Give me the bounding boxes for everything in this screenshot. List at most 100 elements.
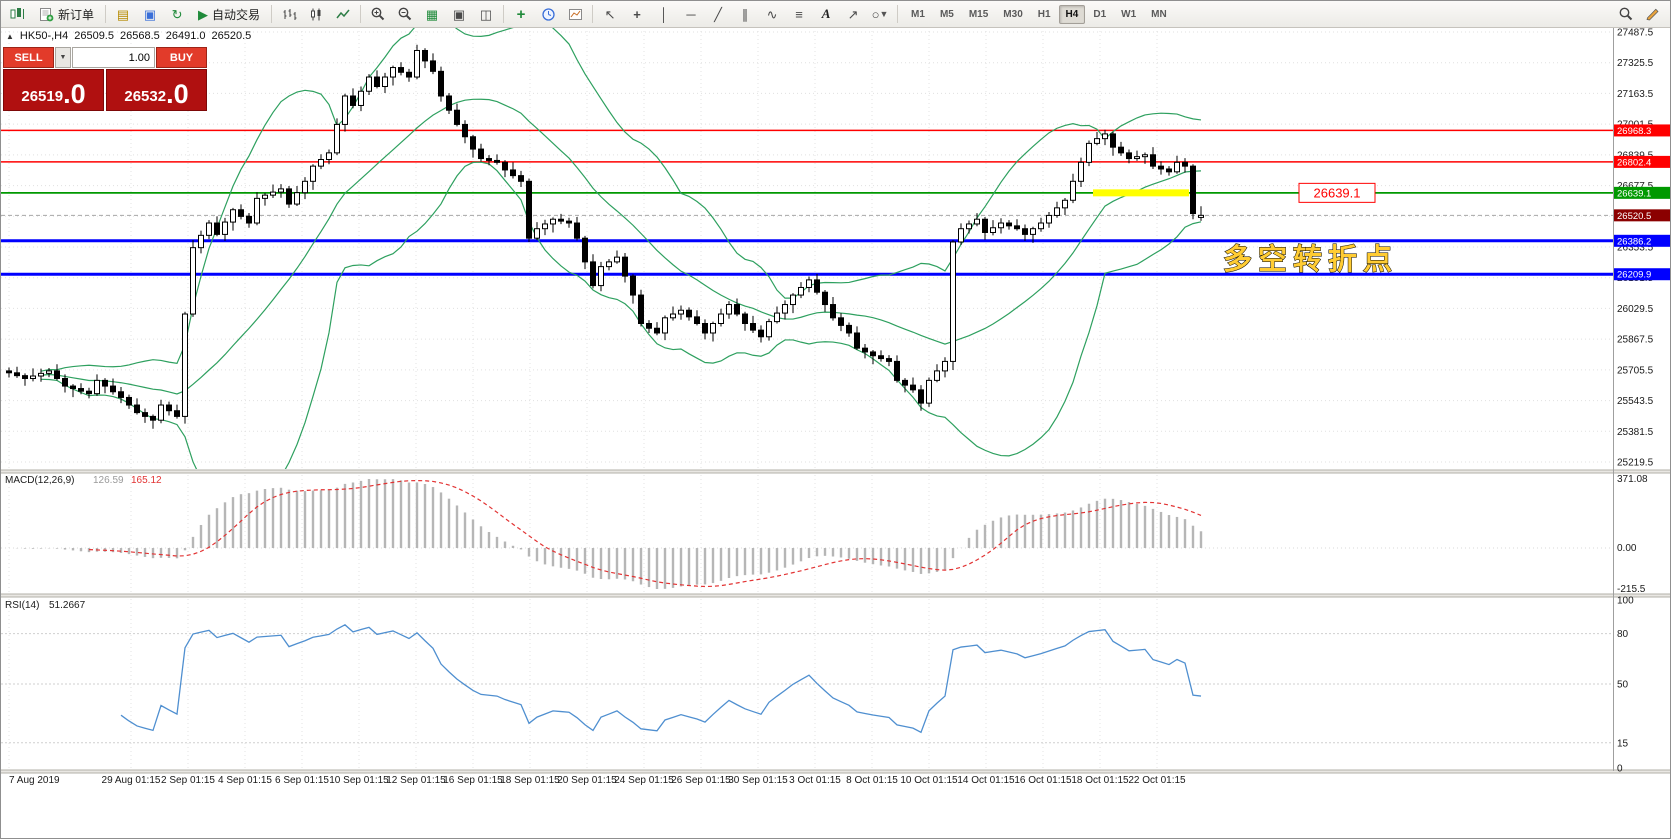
svg-text:22 Oct 01:15: 22 Oct 01:15 xyxy=(1128,775,1186,786)
horizontal-line-icon[interactable]: ─ xyxy=(686,6,696,22)
search-icon[interactable] xyxy=(1613,3,1639,25)
volume-input[interactable] xyxy=(72,47,155,68)
pivot-price-callout[interactable] xyxy=(1298,182,1376,203)
sell-button[interactable]: SELL xyxy=(3,47,54,68)
bid-price-label xyxy=(1614,209,1670,222)
timeframe-m5[interactable]: M5 xyxy=(939,8,954,20)
svg-text:165.12: 165.12 xyxy=(131,475,162,486)
svg-text:-215.5: -215.5 xyxy=(1617,584,1646,595)
svg-text:27487.5: 27487.5 xyxy=(1617,28,1654,39)
indicators-icon[interactable]: + xyxy=(516,5,526,23)
line-chart-icon[interactable] xyxy=(330,3,356,25)
zoom-in-icon[interactable] xyxy=(365,3,391,25)
volume-dropdown-button[interactable]: ▼ xyxy=(55,47,71,68)
sell-price-frac: .0 xyxy=(63,79,86,109)
shapes-icon[interactable]: ○ ▼ xyxy=(867,3,893,25)
candlestick-chart-icon[interactable] xyxy=(303,3,329,25)
periods-icon[interactable] xyxy=(535,3,561,25)
sell-price-main: 26519 xyxy=(21,88,64,105)
text-tool-icon[interactable]: A xyxy=(821,6,831,21)
toolbar-separator xyxy=(105,5,107,23)
arrow-label-icon[interactable]: ↗ xyxy=(847,6,859,22)
templates-icon[interactable] xyxy=(562,3,588,25)
svg-text:RSI(14): RSI(14) xyxy=(5,600,39,611)
highlight-segment[interactable] xyxy=(1093,189,1189,197)
chevron-down-icon: ▼ xyxy=(879,9,889,19)
svg-text:26386.2: 26386.2 xyxy=(1617,236,1651,247)
template-glyph xyxy=(568,8,582,20)
timeframe-mn[interactable]: MN xyxy=(1151,8,1167,20)
chart-window-icon[interactable] xyxy=(5,3,31,25)
svg-text:371.08: 371.08 xyxy=(1617,474,1648,485)
svg-text:80: 80 xyxy=(1617,629,1629,640)
crosshair-icon[interactable]: + xyxy=(633,6,641,22)
timeframe-d1[interactable]: D1 xyxy=(1093,8,1107,20)
timeframe-m15[interactable]: M15 xyxy=(968,8,989,20)
svg-text:4 Sep 01:15: 4 Sep 01:15 xyxy=(218,775,272,786)
fibonacci-icon[interactable]: ≡ xyxy=(795,6,803,22)
timeframe-w1[interactable]: W1 xyxy=(1121,8,1137,20)
one-click-trading-panel: SELL ▼ BUY 26519.0 26532.0 xyxy=(3,47,207,111)
svg-text:25705.5: 25705.5 xyxy=(1617,365,1654,376)
time-axis[interactable]: 7 Aug 2019 29 Aug 01:15 2 Sep 01:15 4 Sep 0… xyxy=(9,775,1186,786)
symbol-period-label: HK50-,H4 xyxy=(19,30,69,42)
toolbar: 新订单 ▤ ▣ ↻ ▶ 自动交易 xyxy=(1,1,1670,28)
macd-signal-line xyxy=(88,479,1202,588)
svg-text:26639.1: 26639.1 xyxy=(1314,185,1361,200)
shape-ellipse-icon: ○ xyxy=(871,6,880,22)
cascade-windows-icon[interactable]: ▣ xyxy=(452,6,466,22)
chart-ohlc-header: ▲ HK50-,H4 26509.5 26568.5 26491.0 26520… xyxy=(6,30,251,42)
svg-text:25543.5: 25543.5 xyxy=(1617,396,1654,407)
rsi-line xyxy=(120,624,1202,734)
channel-icon[interactable]: ∥ xyxy=(741,6,749,22)
svg-text:26968.3: 26968.3 xyxy=(1617,126,1651,137)
new-chart-icon[interactable]: ▤ xyxy=(116,6,130,22)
candles-layer xyxy=(6,44,1204,429)
toolbar-separator xyxy=(897,5,899,23)
svg-text:10 Sep 01:15: 10 Sep 01:15 xyxy=(329,775,389,786)
bar-chart-glyph xyxy=(283,8,297,20)
svg-text:30 Sep 01:15: 30 Sep 01:15 xyxy=(728,775,788,786)
autotrading-button[interactable]: ▶ 自动交易 xyxy=(191,4,267,24)
buy-button[interactable]: BUY xyxy=(156,47,207,68)
line-chart-glyph xyxy=(335,9,350,18)
trendline-icon[interactable]: ╱ xyxy=(714,6,722,22)
timeframe-h4[interactable]: H4 xyxy=(1058,4,1086,24)
vertical-line-icon[interactable]: │ xyxy=(659,6,669,22)
timeframe-m30[interactable]: M30 xyxy=(1003,8,1023,20)
autotrading-label: 自动交易 xyxy=(212,7,261,22)
svg-text:26353.5: 26353.5 xyxy=(1617,243,1654,254)
sell-quote-button[interactable]: 26519.0 xyxy=(3,69,104,111)
svg-text:26520.5: 26520.5 xyxy=(1617,211,1651,222)
svg-text:26839.5: 26839.5 xyxy=(1617,150,1654,161)
price-axis[interactable]: 27487.527325.527163.527001.526839.526677… xyxy=(1614,28,1671,469)
arrange-windows-icon[interactable]: ◫ xyxy=(479,6,493,22)
tile-windows-icon[interactable]: ▦ xyxy=(425,6,439,22)
pivot-note-text[interactable]: 多空转折点 xyxy=(1223,242,1398,277)
elliott-wave-icon[interactable]: ∿ xyxy=(766,6,778,22)
collapse-icon[interactable]: ▲ xyxy=(6,31,14,41)
svg-text:7 Aug 2019: 7 Aug 2019 xyxy=(9,775,60,786)
buy-quote-button[interactable]: 26532.0 xyxy=(106,69,207,111)
cursor-icon[interactable]: ↖ xyxy=(604,6,616,22)
svg-text:16 Sep 01:15: 16 Sep 01:15 xyxy=(443,775,503,786)
edit-icon[interactable] xyxy=(1640,3,1666,25)
timeframe-m1[interactable]: M1 xyxy=(911,8,925,20)
svg-text:20 Sep 01:15: 20 Sep 01:15 xyxy=(557,775,617,786)
svg-text:18 Oct 01:15: 18 Oct 01:15 xyxy=(1071,775,1129,786)
svg-text:0.00: 0.00 xyxy=(1617,543,1637,554)
profiles-icon[interactable]: ▣ xyxy=(143,6,157,22)
svg-text:14 Oct 01:15: 14 Oct 01:15 xyxy=(957,775,1015,786)
svg-text:3 Oct 01:15: 3 Oct 01:15 xyxy=(789,775,841,786)
refresh-icon[interactable]: ↻ xyxy=(171,6,183,22)
toolbar-separator xyxy=(360,5,362,23)
timeframe-group: M1 M5 M15 M30 H1 H4 D1 W1 MN xyxy=(904,4,1174,24)
svg-text:26 Sep 01:15: 26 Sep 01:15 xyxy=(671,775,731,786)
svg-text:25867.5: 25867.5 xyxy=(1617,335,1654,346)
new-order-button[interactable]: 新订单 xyxy=(32,4,101,24)
bar-chart-icon[interactable] xyxy=(276,3,302,25)
zoom-out-icon[interactable] xyxy=(392,3,418,25)
mini-candles-icon xyxy=(10,8,24,19)
timeframe-h1[interactable]: H1 xyxy=(1037,8,1051,20)
